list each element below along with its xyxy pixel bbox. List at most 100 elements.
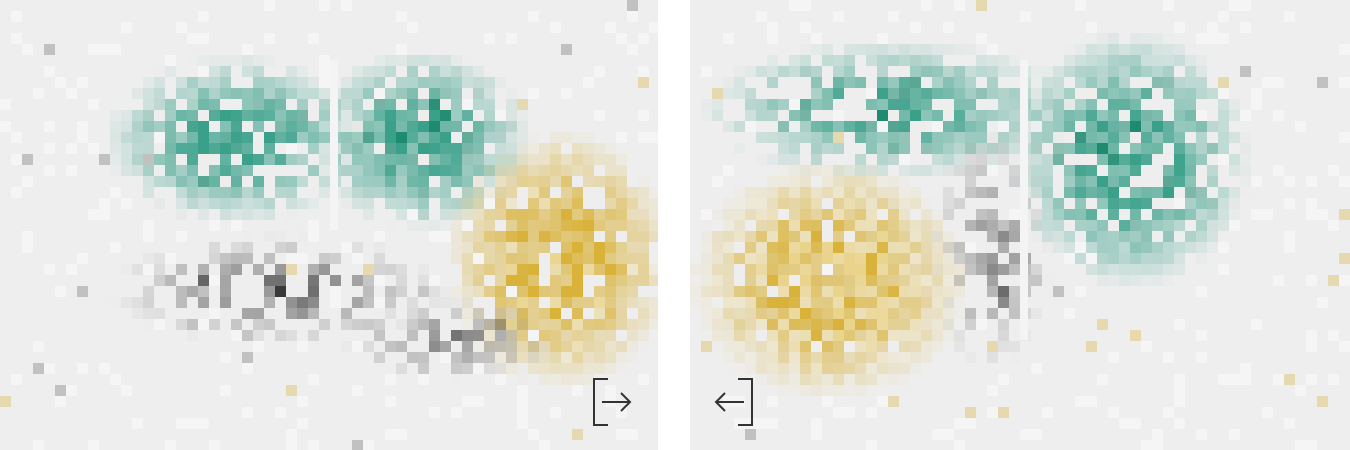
mosaic-cell <box>822 385 833 396</box>
mosaic-cell <box>473 231 484 242</box>
mosaic-cell <box>297 154 308 165</box>
mosaic-cell <box>297 176 308 187</box>
mosaic-cell <box>429 231 440 242</box>
mosaic-cell <box>198 198 209 209</box>
mosaic-cell <box>572 231 583 242</box>
mosaic-cell <box>297 341 308 352</box>
mosaic-cell <box>822 352 833 363</box>
mosaic-cell <box>462 66 473 77</box>
mosaic-cell <box>701 330 712 341</box>
mosaic-cell <box>572 330 583 341</box>
mosaic-cell <box>756 253 767 264</box>
mosaic-cell <box>723 330 734 341</box>
mosaic-cell <box>242 165 253 176</box>
mosaic-cell <box>407 66 418 77</box>
mosaic-cell <box>198 264 209 275</box>
mosaic-cell <box>495 330 506 341</box>
mosaic-cell <box>605 22 616 33</box>
mosaic-cell <box>1185 77 1196 88</box>
mosaic-cell <box>701 110 712 121</box>
mosaic-cell <box>833 220 844 231</box>
mosaic-cell <box>1218 154 1229 165</box>
mosaic-cell <box>1097 176 1108 187</box>
mosaic-cell <box>1152 77 1163 88</box>
mosaic-cell <box>330 253 341 264</box>
mosaic-cell <box>33 363 44 374</box>
mosaic-cell <box>506 121 517 132</box>
mosaic-cell <box>1119 220 1130 231</box>
mosaic-cell <box>800 341 811 352</box>
mosaic-cell <box>352 385 363 396</box>
mosaic-cell <box>539 286 550 297</box>
mosaic-cell <box>800 374 811 385</box>
mosaic-cell <box>121 132 132 143</box>
mosaic-cell <box>187 198 198 209</box>
mosaic-cell <box>176 231 187 242</box>
mosaic-cell <box>789 209 800 220</box>
mosaic-cell <box>605 187 616 198</box>
mosaic-cell <box>1339 44 1350 55</box>
mosaic-cell <box>539 165 550 176</box>
mosaic-cell <box>627 231 638 242</box>
mosaic-cell <box>561 154 572 165</box>
mosaic-cell <box>605 165 616 176</box>
mosaic-cell <box>1130 154 1141 165</box>
mosaic-cell <box>976 253 987 264</box>
mosaic-cell <box>143 264 154 275</box>
mosaic-cell <box>154 176 165 187</box>
mosaic-cell <box>429 99 440 110</box>
mosaic-cell <box>954 121 965 132</box>
mosaic-cell <box>264 77 275 88</box>
mosaic-cell <box>66 264 77 275</box>
mosaic-cell <box>308 165 319 176</box>
mosaic-cell <box>844 176 855 187</box>
mosaic-cell <box>1031 176 1042 187</box>
mosaic-cell <box>187 143 198 154</box>
mosaic-cell <box>440 352 451 363</box>
mosaic-cell <box>649 264 658 275</box>
mosaic-cell <box>451 110 462 121</box>
mosaic-cell <box>1185 88 1196 99</box>
mosaic-cell <box>910 341 921 352</box>
mosaic-cell <box>811 308 822 319</box>
mosaic-cell <box>99 198 110 209</box>
mosaic-cell <box>833 132 844 143</box>
mosaic-cell <box>286 330 297 341</box>
mosaic-cell <box>495 176 506 187</box>
mosaic-cell <box>385 66 396 77</box>
mosaic-cell <box>528 198 539 209</box>
mosaic-cell <box>723 352 734 363</box>
exit-right-button[interactable] <box>590 376 634 426</box>
mosaic-cell <box>921 242 932 253</box>
mosaic-cell <box>1075 77 1086 88</box>
enter-left-button[interactable] <box>712 376 756 426</box>
mosaic-cell <box>899 110 910 121</box>
mosaic-cell <box>987 55 998 66</box>
mosaic-cell <box>932 132 943 143</box>
mosaic-cell <box>811 352 822 363</box>
mosaic-cell <box>855 264 866 275</box>
mosaic-cell <box>943 297 954 308</box>
mosaic-cell <box>1218 33 1229 44</box>
mosaic-cell <box>440 198 451 209</box>
mosaic-cell <box>712 88 723 99</box>
mosaic-cell <box>264 143 275 154</box>
mosaic-cell <box>1009 308 1020 319</box>
mosaic-cell <box>484 352 495 363</box>
mosaic-cell <box>910 165 921 176</box>
mosaic-cell <box>833 242 844 253</box>
mosaic-cell <box>1064 231 1075 242</box>
mosaic-cell <box>165 440 176 450</box>
mosaic-cell <box>528 319 539 330</box>
mosaic-cell <box>976 220 987 231</box>
mosaic-cell <box>789 330 800 341</box>
mosaic-cell <box>231 330 242 341</box>
mosaic-cell <box>462 77 473 88</box>
mosaic-cell <box>1207 220 1218 231</box>
mosaic-cell <box>778 176 789 187</box>
mosaic-cell <box>1009 286 1020 297</box>
mosaic-cell <box>888 330 899 341</box>
mosaic-cell <box>209 132 220 143</box>
mosaic-cell <box>855 352 866 363</box>
mosaic-cell <box>286 198 297 209</box>
